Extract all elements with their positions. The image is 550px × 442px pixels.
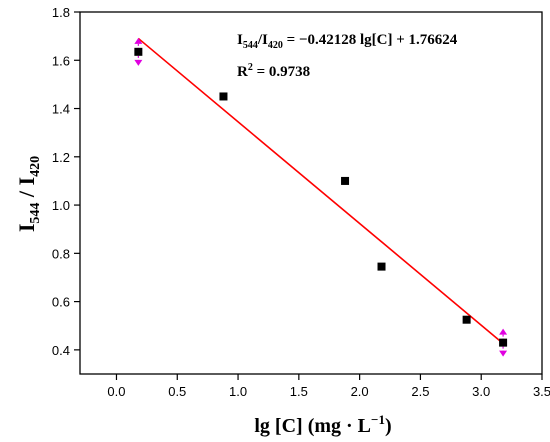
fit-line-group <box>137 37 504 345</box>
data-point <box>462 315 471 324</box>
x-tick-label: 2.0 <box>351 384 369 399</box>
axis-ticks: 0.0 0.5 1.0 1.5 2.0 2.5 3.0 3.5 0.4 0.6 0.8 1.0 1.2 1… <box>52 5 550 399</box>
y-tick-label: 1.8 <box>52 5 70 20</box>
x-tick-label: 0.5 <box>168 384 186 399</box>
error-markers <box>134 37 508 357</box>
x-tick-label: 3.5 <box>533 384 550 399</box>
fit-equation: I544/I420 = −0.42128 lg[C] + 1.76624 <box>237 32 458 51</box>
x-axis-title: lg [C] (mg · L−1) <box>254 412 391 437</box>
error-arrow-up <box>499 328 508 335</box>
data-point <box>341 176 350 185</box>
data-point <box>219 92 228 101</box>
error-arrow-down <box>134 59 143 66</box>
fit-line <box>137 37 504 345</box>
r-squared-label: R2 = 0.9738 <box>237 62 310 80</box>
plot-frame <box>79 11 543 375</box>
x-tick-label: 2.5 <box>411 384 429 399</box>
x-tick-label: 3.0 <box>472 384 490 399</box>
data-points <box>134 47 508 347</box>
x-tick-label: 0.0 <box>107 384 125 399</box>
y-tick-label: 1.4 <box>52 102 70 117</box>
plot-axes <box>79 11 543 375</box>
data-point <box>499 338 508 347</box>
error-arrow-up <box>134 37 143 44</box>
y-tick-label: 1.2 <box>52 150 70 165</box>
x-tick-label: 1.5 <box>290 384 308 399</box>
y-tick-label: 0.4 <box>52 343 70 358</box>
x-tick-label: 1.0 <box>229 384 247 399</box>
error-arrow-down <box>499 350 508 357</box>
y-tick-label: 0.8 <box>52 246 70 261</box>
data-point <box>377 262 386 271</box>
y-tick-label: 1.0 <box>52 198 70 213</box>
y-axis-title: I544 / I420 <box>14 156 43 232</box>
data-point <box>134 47 143 56</box>
y-tick-label: 0.6 <box>52 295 70 310</box>
y-tick-label: 1.6 <box>52 53 70 68</box>
